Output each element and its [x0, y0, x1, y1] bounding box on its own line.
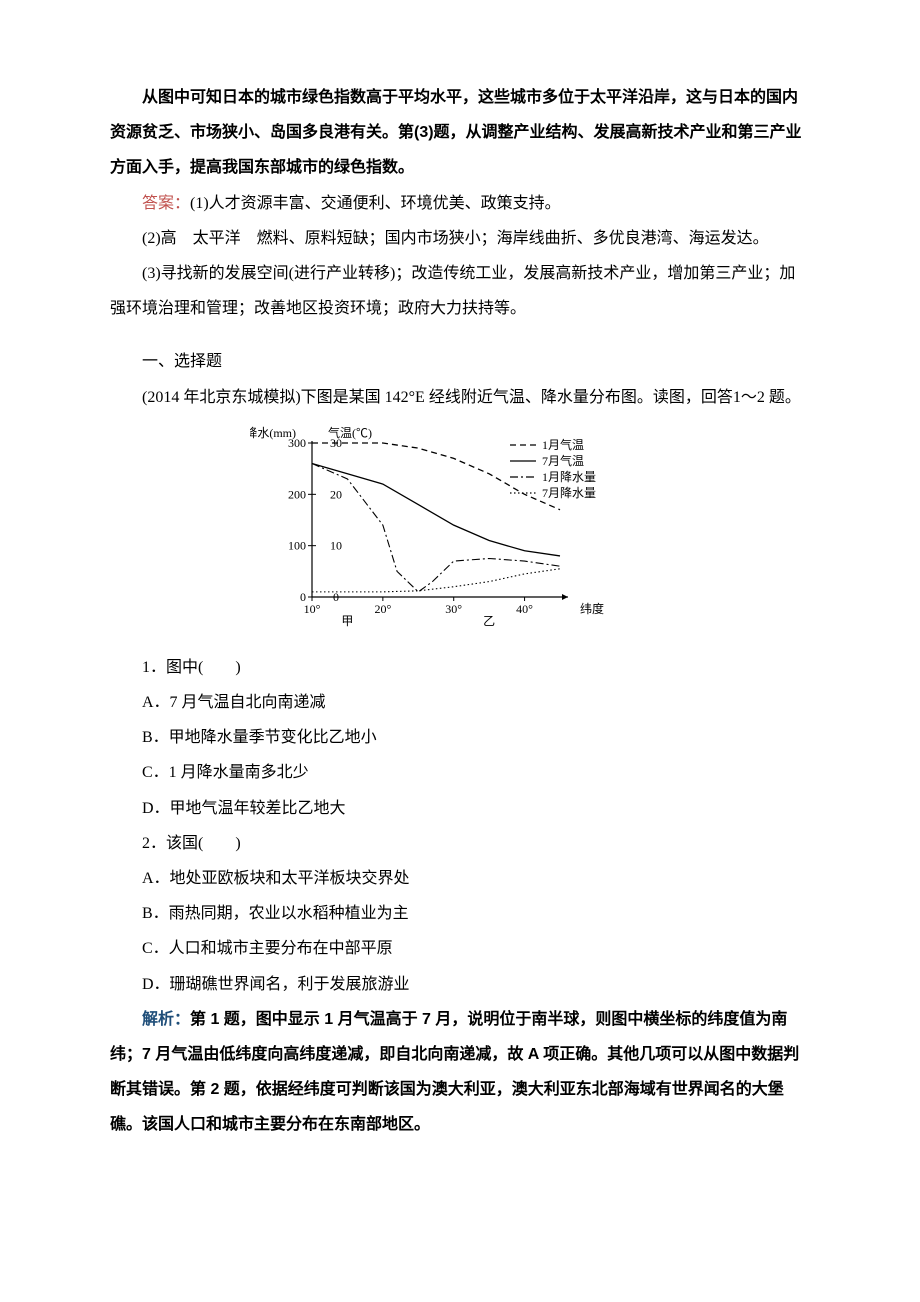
q2-stem: 2．该国( ) — [110, 826, 810, 861]
svg-text:1月气温: 1月气温 — [542, 437, 584, 452]
answer-line-2: (2)高 太平洋 燃料、原料短缺；国内市场狭小；海岸线曲折、多优良港湾、海运发达… — [110, 221, 810, 256]
q1-option-d: D．甲地气温年较差比乙地大 — [110, 791, 810, 826]
svg-text:1月降水量: 1月降水量 — [542, 470, 596, 484]
svg-text:300: 300 — [288, 436, 306, 450]
analysis-label: 解析： — [142, 1011, 190, 1028]
intro-paragraph: 从图中可知日本的城市绿色指数高于平均水平，这些城市多位于太平洋沿岸，这与日本的国… — [110, 80, 810, 186]
svg-text:30°: 30° — [445, 602, 462, 616]
answer-line-3: (3)寻找新的发展空间(进行产业转移)；改造传统工业，发展高新技术产业，增加第三… — [110, 256, 810, 326]
answer-1-text: (1)人才资源丰富、交通便利、环境优美、政策支持。 — [190, 195, 561, 212]
svg-text:20°: 20° — [374, 602, 391, 616]
svg-text:40°: 40° — [516, 602, 533, 616]
document-page: 从图中可知日本的城市绿色指数高于平均水平，这些城市多位于太平洋沿岸，这与日本的国… — [0, 0, 920, 1302]
q2-option-c: C．人口和城市主要分布在中部平原 — [110, 931, 810, 966]
svg-text:纬度: 纬度 — [580, 601, 604, 616]
q2-option-d: D．珊瑚礁世界闻名，利于发展旅游业 — [110, 967, 810, 1002]
svg-text:7月气温: 7月气温 — [542, 453, 584, 468]
svg-text:100: 100 — [288, 538, 306, 552]
svg-text:乙: 乙 — [483, 614, 495, 628]
svg-text:甲: 甲 — [341, 614, 353, 628]
q2-option-a: A．地处亚欧板块和太平洋板块交界处 — [110, 861, 810, 896]
q2-option-b: B．雨热同期，农业以水稻种植业为主 — [110, 896, 810, 931]
analysis-text: 第 1 题，图中显示 1 月气温高于 7 月，说明位于南半球，则图中横坐标的纬度… — [110, 1011, 799, 1134]
climate-chart: 降水(mm)气温(℃)0010010200203003010°20°30°40°… — [250, 423, 670, 633]
q1-stem: 1．图中( ) — [110, 650, 810, 685]
answer-label: 答案： — [142, 195, 190, 212]
svg-text:10: 10 — [330, 538, 342, 552]
section-heading: 一、选择题 — [110, 344, 810, 379]
q1-option-b: B．甲地降水量季节变化比乙地小 — [110, 720, 810, 755]
analysis-paragraph: 解析：第 1 题，图中显示 1 月气温高于 7 月，说明位于南半球，则图中横坐标… — [110, 1002, 810, 1143]
q1-option-c: C．1 月降水量南多北少 — [110, 755, 810, 790]
chart-container: 降水(mm)气温(℃)0010010200203003010°20°30°40°… — [110, 423, 810, 646]
svg-text:20: 20 — [330, 487, 342, 501]
prompt-text-a: (2014 年北京东城模拟)下图是某国 142°E 经线附近气温、降水量分布图。 — [142, 389, 653, 406]
q1-option-a: A．7 月气温自北向南递减 — [110, 685, 810, 720]
answer-line-1: 答案：(1)人才资源丰富、交通便利、环境优美、政策支持。 — [110, 186, 810, 221]
svg-text:7月降水量: 7月降水量 — [542, 486, 596, 500]
prompt-text-b: 读图，回答1～2 题。 — [653, 389, 801, 406]
svg-text:200: 200 — [288, 487, 306, 501]
question-prompt: (2014 年北京东城模拟)下图是某国 142°E 经线附近气温、降水量分布图。… — [110, 380, 810, 415]
svg-text:10°: 10° — [304, 602, 321, 616]
